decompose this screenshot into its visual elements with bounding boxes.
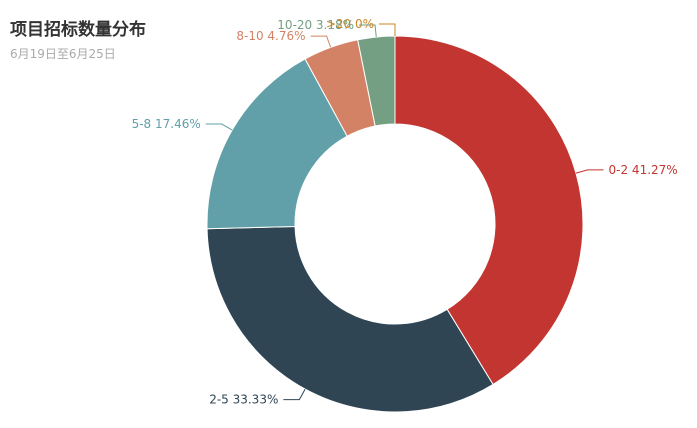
slice-label-10-20: 10-20 3.18% bbox=[277, 18, 354, 32]
slice-2-5[interactable] bbox=[206, 226, 494, 413]
label-line-0-2 bbox=[575, 169, 604, 174]
label-line-10-20 bbox=[359, 24, 377, 37]
slice-10-20[interactable] bbox=[357, 35, 396, 127]
chart-subtitle: 6月19日至6月25日 bbox=[10, 47, 116, 61]
label-line-20 bbox=[379, 23, 396, 36]
slice-label-20: >20 0% bbox=[326, 17, 374, 31]
label-line-2-5 bbox=[283, 388, 306, 401]
slice-label-8-10: 8-10 4.76% bbox=[236, 29, 305, 43]
label-line-8-10 bbox=[310, 35, 332, 48]
slice-label-5-8: 5-8 17.46% bbox=[132, 117, 201, 131]
chart-title: 项目招标数量分布 bbox=[10, 20, 146, 40]
slice-0-2[interactable] bbox=[394, 35, 584, 386]
slice-5-8[interactable] bbox=[206, 58, 348, 230]
slice-label-2-5: 2-5 33.33% bbox=[209, 393, 278, 407]
label-line-5-8 bbox=[205, 123, 233, 131]
slice-label-0-2: 0-2 41.27% bbox=[609, 163, 678, 177]
